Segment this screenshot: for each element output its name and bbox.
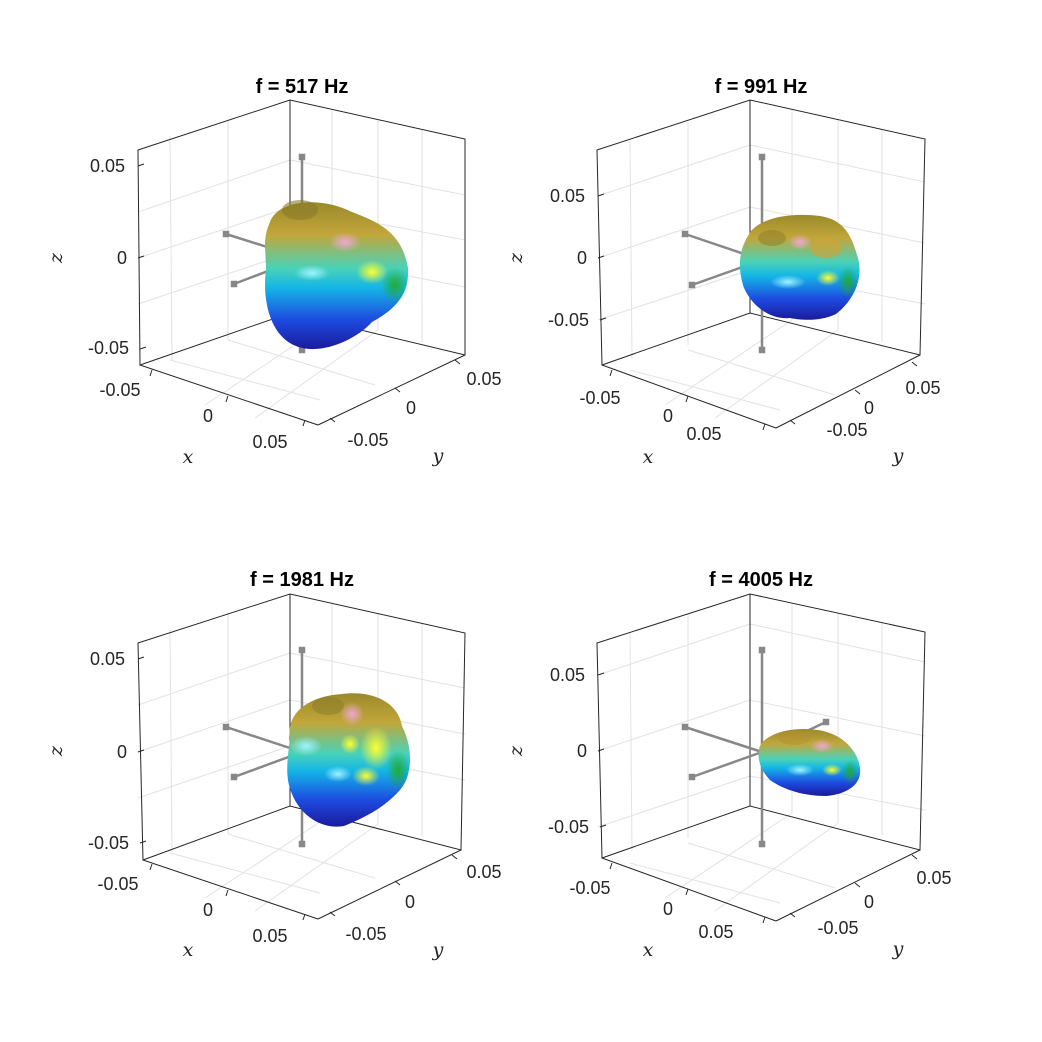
z-tick-label: 0 xyxy=(577,248,587,268)
y-tick-label: 0.05 xyxy=(466,369,501,389)
y-axis-label: y xyxy=(892,938,904,960)
x-tick-label: -0.05 xyxy=(579,388,620,408)
y-axis-label: y xyxy=(432,445,444,467)
axes-box xyxy=(596,593,926,922)
x-tick-label: 0.05 xyxy=(698,922,733,942)
z-tick-label: 0 xyxy=(117,248,127,268)
y-tick-label: -0.05 xyxy=(826,420,867,440)
directivity-surface xyxy=(758,728,861,796)
y-tick-label: 0 xyxy=(405,892,415,912)
z-tick-label: -0.05 xyxy=(88,833,129,853)
y-tick-label: -0.05 xyxy=(345,924,386,944)
y-tick-label: -0.05 xyxy=(347,430,388,450)
z-tick-label: 0 xyxy=(577,741,587,761)
subplot-4: f = 4005 Hz 0.05 0 -0.05 z -0.05 0 0.05 … xyxy=(505,569,952,961)
subplot-title: f = 517 Hz xyxy=(256,76,349,98)
z-tick-label: 0.05 xyxy=(90,156,125,176)
y-tick-label: 0.05 xyxy=(916,868,951,888)
reference-lines xyxy=(681,646,830,848)
grid xyxy=(137,603,466,912)
y-axis-label: y xyxy=(892,445,904,467)
z-tick-label: 0.05 xyxy=(90,649,125,669)
directivity-surface xyxy=(265,200,409,350)
y-axis-label: y xyxy=(432,939,444,961)
z-axis-label: z xyxy=(45,252,67,264)
x-tick-label: 0.05 xyxy=(252,926,287,946)
x-axis-label: x xyxy=(183,446,194,468)
y-tick-label: -0.05 xyxy=(817,918,858,938)
z-axis-label: z xyxy=(505,745,527,757)
z-axis-label: z xyxy=(505,252,527,264)
z-tick-label: -0.05 xyxy=(548,310,589,330)
y-tick-label: 0.05 xyxy=(466,862,501,882)
z-axis-label: z xyxy=(45,745,67,757)
x-tick-label: 0.05 xyxy=(686,424,721,444)
x-tick-label: 0 xyxy=(203,406,213,426)
x-tick-label: -0.05 xyxy=(97,874,138,894)
x-tick-label: -0.05 xyxy=(99,380,140,400)
subplot-title: f = 1981 Hz xyxy=(250,569,354,591)
directivity-surface xyxy=(739,214,860,320)
x-axis-label: x xyxy=(643,939,654,961)
x-axis-label: x xyxy=(183,939,194,961)
x-tick-label: 0 xyxy=(203,900,213,920)
z-tick-label: 0 xyxy=(117,742,127,762)
x-tick-label: 0.05 xyxy=(252,432,287,452)
y-tick-label: 0 xyxy=(406,398,416,418)
x-axis-label: x xyxy=(643,446,654,468)
subplot-3: f = 1981 Hz 0.05 0 -0.05 z -0.05 0 0.05 … xyxy=(45,569,502,961)
z-tick-label: -0.05 xyxy=(548,817,589,837)
subplot-2: f = 991 Hz 0.05 0 -0.05 z -0.05 0 0.05 x… xyxy=(505,76,941,468)
axes-box xyxy=(137,593,466,920)
directivity-surface xyxy=(287,693,411,827)
z-tick-label: -0.05 xyxy=(88,338,129,358)
x-tick-label: 0 xyxy=(663,899,673,919)
z-tick-label: 0.05 xyxy=(550,665,585,685)
z-tick-label: 0.05 xyxy=(550,186,585,206)
x-tick-label: 0 xyxy=(663,406,673,426)
subplot-1: f = 517 Hz 0.05 0 -0.05 z -0.05 0 0. xyxy=(45,76,502,468)
y-tick-label: 0 xyxy=(864,892,874,912)
y-tick-label: 0 xyxy=(864,398,874,418)
y-tick-label: 0.05 xyxy=(905,378,940,398)
x-tick-label: -0.05 xyxy=(569,878,610,898)
subplot-title: f = 4005 Hz xyxy=(709,569,813,591)
subplot-title: f = 991 Hz xyxy=(715,76,808,98)
